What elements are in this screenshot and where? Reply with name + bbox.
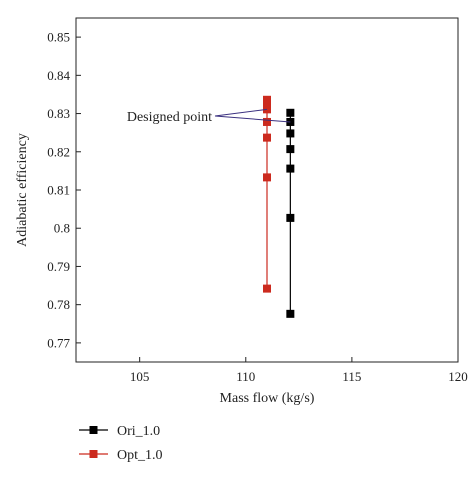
x-tick-label: 120	[448, 369, 468, 384]
series-layer	[263, 95, 295, 318]
y-tick-label: 0.77	[47, 335, 70, 350]
data-point	[286, 213, 295, 222]
data-point	[286, 129, 295, 138]
y-tick-label: 0.83	[47, 106, 70, 121]
y-tick-label: 0.82	[47, 144, 70, 159]
data-point	[286, 164, 295, 173]
annotation-arrow	[214, 108, 268, 117]
legend-label: Ori_1.0	[117, 424, 160, 439]
axes: 105 110 115 120 0.77 0.78 0.79 0.8 0.81 0.82 0.83 0…	[47, 17, 468, 384]
y-tick-label: 0.84	[47, 68, 70, 83]
data-point	[263, 284, 271, 293]
y-tick-label: 0.81	[47, 183, 70, 198]
data-point	[263, 117, 271, 126]
y-axis-title: Adiabatic efficiency	[15, 133, 30, 247]
y-tick-label: 0.79	[47, 259, 70, 274]
data-point	[286, 145, 295, 154]
legend-label: Opt_1.0	[117, 448, 163, 463]
x-tick-label: 115	[342, 369, 361, 384]
y-tick-label: 0.8	[54, 221, 70, 236]
data-point	[263, 133, 271, 142]
data-point	[263, 100, 271, 108]
legend-marker	[89, 450, 98, 458]
series-opt-1-0	[263, 95, 271, 293]
data-point	[286, 108, 295, 117]
legend-item: Opt_1.0	[79, 448, 163, 463]
y-tick-label: 0.78	[47, 297, 70, 312]
annotation-label: Designed point	[127, 110, 212, 125]
x-tick-label: 110	[236, 369, 255, 384]
legend-marker	[89, 426, 98, 434]
data-point	[286, 309, 295, 318]
legend: Ori_1.0 Opt_1.0	[79, 424, 163, 463]
y-tick-label: 0.85	[47, 30, 70, 45]
annotation-arrow	[214, 115, 291, 123]
x-axis-title: Mass flow (kg/s)	[220, 391, 315, 406]
series-ori-1-0	[286, 108, 295, 318]
annotation: Designed point	[127, 108, 291, 125]
legend-item: Ori_1.0	[79, 424, 160, 439]
data-point	[263, 95, 271, 104]
data-point	[263, 173, 271, 182]
x-tick-label: 105	[130, 369, 150, 384]
